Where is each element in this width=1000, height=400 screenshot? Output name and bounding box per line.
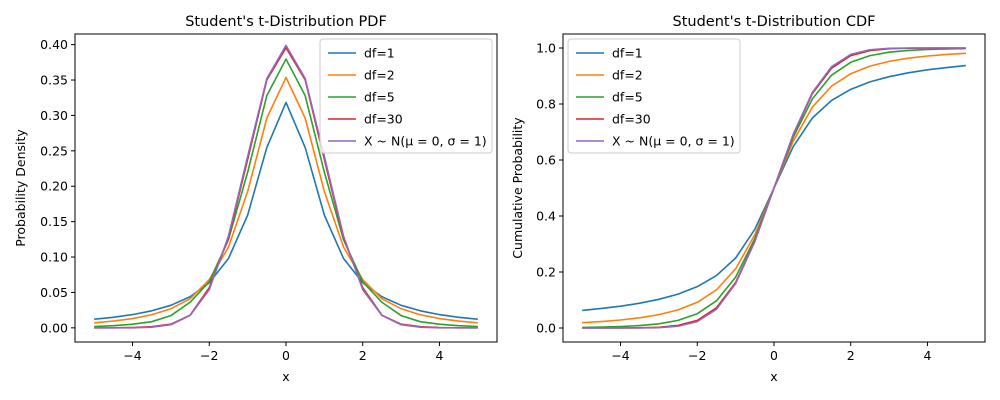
legend-label-0: df=1 — [364, 46, 395, 61]
x-tick-label: −2 — [200, 348, 218, 363]
pdf-chart: Student's t-Distribution PDF −4 −2 0 2 4 0.00 0… — [13, 14, 498, 384]
x-axis-label: x — [770, 369, 777, 384]
x-tick-label: 2 — [847, 348, 855, 363]
y-tick-label: 0.35 — [40, 73, 68, 88]
legend-box — [567, 38, 741, 154]
legend: df=1 df=2 df=5 df=30 X ~ N(μ = 0, σ = 1) — [567, 38, 741, 154]
y-tick-label: 0.4 — [536, 209, 556, 224]
y-tick-label: 0.8 — [536, 97, 556, 112]
series-line-4 — [94, 44, 478, 329]
x-tick-label: 4 — [923, 348, 931, 363]
y-tick-label: 0.00 — [40, 320, 68, 335]
x-axis-label: x — [282, 369, 289, 384]
y-axis-label: Cumulative Probability — [510, 117, 525, 259]
series-line-1 — [94, 76, 478, 324]
y-tick-label: 0.15 — [40, 214, 68, 229]
legend-box — [319, 38, 493, 154]
chart-title: Student's t-Distribution PDF — [185, 14, 387, 30]
legend-label-4: X ~ N(μ = 0, σ = 1) — [364, 134, 487, 149]
legend-label-0: df=1 — [612, 46, 643, 61]
legend: df=1 df=2 df=5 df=30 X ~ N(μ = 0, σ = 1) — [319, 38, 493, 154]
legend-label-2: df=5 — [364, 90, 395, 105]
legend-label-1: df=2 — [364, 68, 395, 83]
series-line-2 — [94, 58, 478, 328]
series-line-4 — [582, 47, 966, 329]
legend-label-4: X ~ N(μ = 0, σ = 1) — [612, 134, 735, 149]
x-tick-label: −2 — [688, 348, 706, 363]
y-tick-label: 0.05 — [40, 285, 68, 300]
y-tick-label: 0.0 — [536, 321, 556, 336]
y-tick-label: 0.2 — [536, 265, 556, 280]
legend-label-2: df=5 — [612, 90, 643, 105]
x-tick-label: −4 — [123, 348, 141, 363]
x-tick-label: 4 — [435, 348, 443, 363]
x-tick-label: 0 — [282, 348, 290, 363]
series-line-0 — [94, 101, 478, 320]
cdf-chart: Student's t-Distribution CDF −4 −2 0 2 4 0.0 0.… — [510, 14, 986, 384]
chart-title: Student's t-Distribution CDF — [673, 14, 876, 30]
x-tick-label: 2 — [359, 348, 367, 363]
y-tick-label: 0.30 — [40, 108, 68, 123]
legend-label-1: df=2 — [612, 68, 643, 83]
y-tick-label: 0.25 — [40, 143, 68, 158]
x-tick-label: −4 — [611, 348, 629, 363]
y-tick-label: 1.0 — [536, 41, 556, 56]
y-tick-label: 0.20 — [40, 179, 68, 194]
legend-label-3: df=30 — [612, 112, 651, 127]
y-tick-label: 0.10 — [40, 250, 68, 265]
x-tick-label: 0 — [770, 348, 778, 363]
legend-label-3: df=30 — [364, 112, 403, 127]
y-tick-label: 0.40 — [40, 37, 68, 52]
y-tick-label: 0.6 — [536, 153, 556, 168]
y-axis-label: Probability Density — [13, 129, 28, 247]
